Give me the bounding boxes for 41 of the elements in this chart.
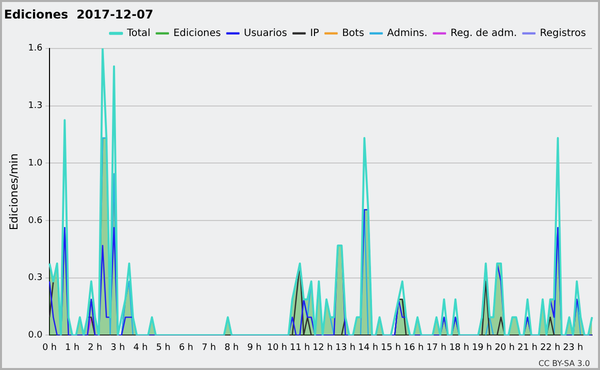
legend-label: IP [310,28,320,39]
x-tick-label: 17 h [426,342,446,353]
y-axis-title: Ediciones/min [7,153,20,230]
text: CC BY-SA 3.0 [538,359,590,368]
x-tick-label: 13 h [335,342,356,353]
legend-label: Admins. [387,28,428,39]
x-tick-label: 20 h [494,342,515,353]
chart-title: Ediciones 2017-12-07 [4,7,154,22]
x-tick-label: 4 h [133,342,148,353]
x-tick-label: 21 h [517,342,538,353]
y-tick-label: 1.0 [28,158,43,168]
x-tick-label: 6 h [178,342,194,353]
legend-label: Bots [342,28,364,39]
legend-label: Reg. de adm. [450,28,517,39]
legend-label: Total [126,28,150,39]
x-tick-label: 8 h [224,342,239,353]
y-tick-label: 1.6 [28,44,43,54]
x-tick-label: 0 h [42,342,57,353]
y-tick-label: 0.6 [28,216,43,226]
x-tick-label: 5 h [156,342,170,353]
legend-label: Ediciones [173,28,221,39]
x-tick-label: 19 h [472,342,492,353]
x-tick-label: 9 h [247,342,262,353]
x-tick-label: 14 h [358,342,378,353]
x-tick-label: 11 h [290,342,310,353]
x-tick-label: 18 h [449,342,470,353]
x-tick-label: 12 h [312,342,333,353]
x-tick-label: 22 h [540,342,560,353]
x-tick-label: 3 h [110,342,125,353]
x-tick-label: 15 h [380,342,401,353]
y-tick-label: 1.3 [28,101,43,112]
x-tick-label: 23 h [563,342,584,353]
x-tick-label: 16 h [404,342,424,353]
legend-label: Registros [540,28,586,39]
x-tick-label: 7 h [202,342,216,353]
x-tick-label: 2 h [88,342,102,353]
y-tick-label: 0.0 [28,330,43,341]
x-tick-label: 1 h [65,342,80,353]
y-tick-label: 0.3 [28,273,43,284]
legend-label: Usuarios [244,28,288,39]
x-tick-label: 10 h [267,342,288,353]
